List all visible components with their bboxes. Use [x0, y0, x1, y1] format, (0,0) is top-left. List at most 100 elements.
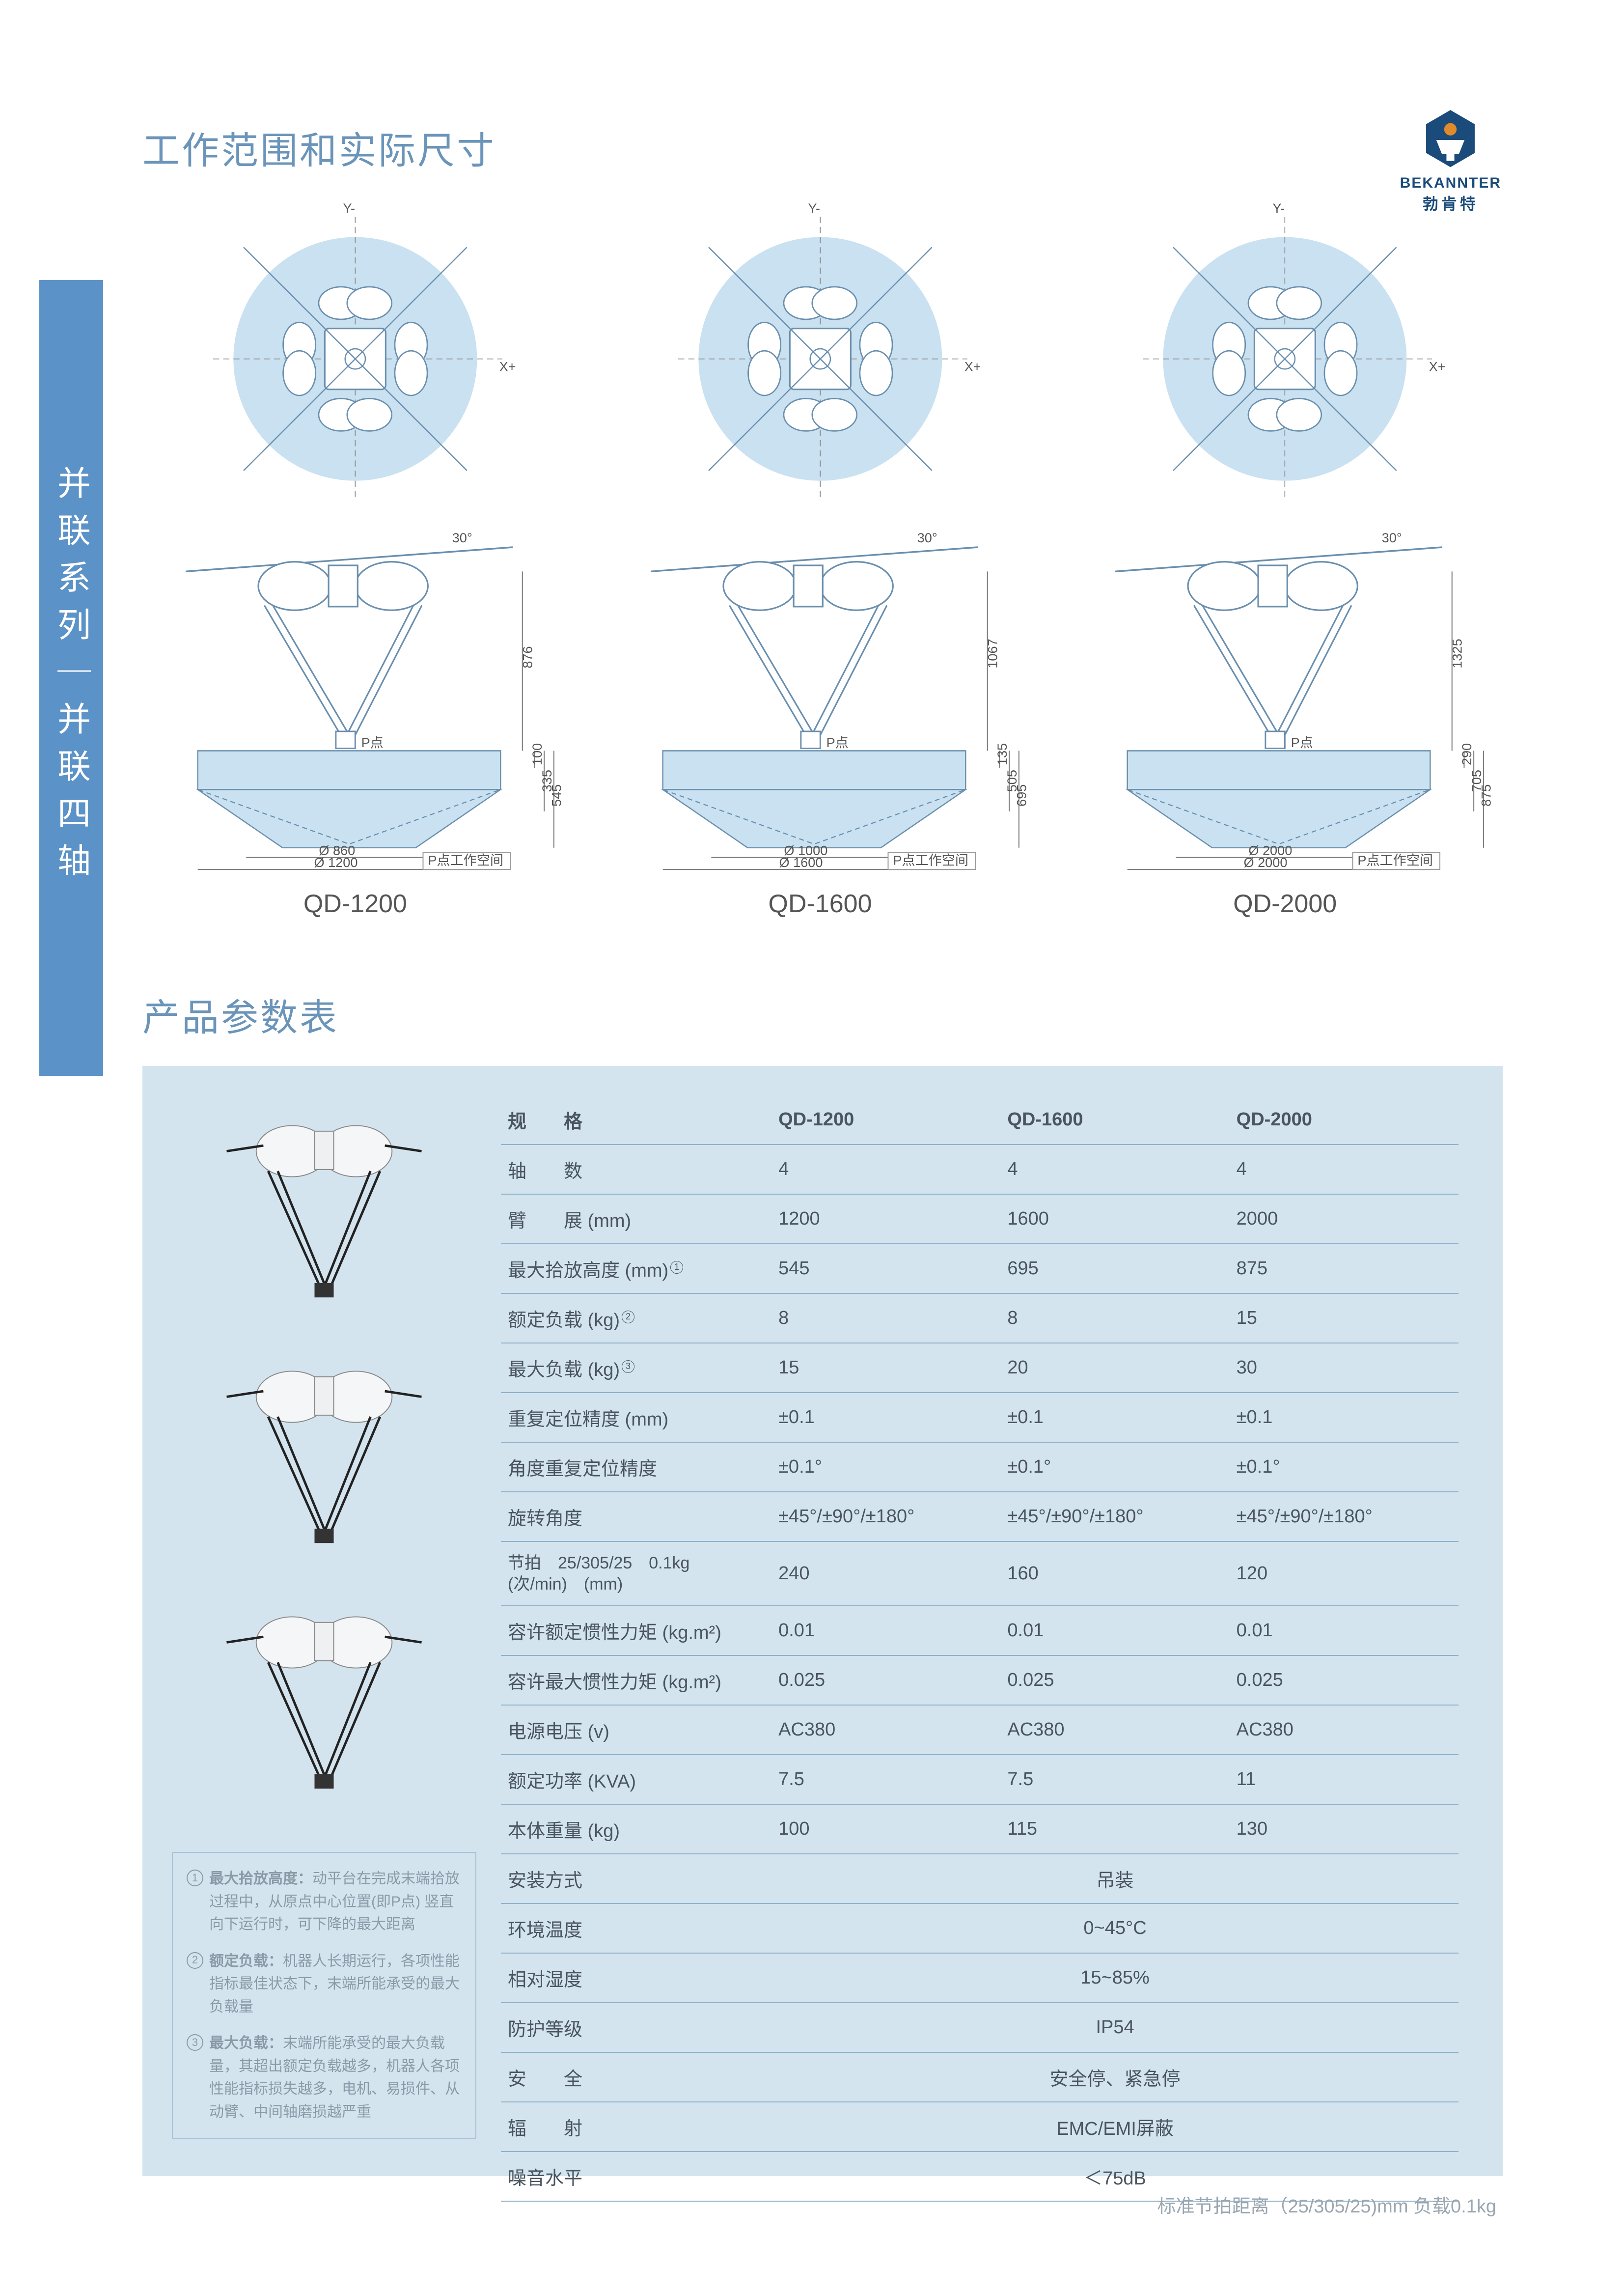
spec-row: 旋转角度±45°/±90°/±180°±45°/±90°/±180°±45°/±…	[501, 1492, 1459, 1541]
spec-row: 角度重复定位精度±0.1°±0.1°±0.1°	[501, 1442, 1459, 1492]
spec-row-value-merged: 0~45°C	[771, 1903, 1459, 1953]
spec-row-value: ±45°/±90°/±180°	[1230, 1492, 1459, 1541]
spec-row-label: 噪音水平	[501, 2152, 771, 2201]
spec-left-column: 1 最大拾放高度：动平台在完成末端拾放过程中，从原点中心位置(即P点) 竖直向下…	[172, 1095, 476, 2156]
spec-row-value: 160	[1000, 1541, 1229, 1606]
spec-row-label: 旋转角度	[501, 1492, 771, 1541]
note-item: 3 最大负载：末端所能承受的最大负载量，其超出额定负载越多，机器人各项性能指标损…	[187, 2032, 462, 2124]
spec-row: 本体重量 (kg)100115130	[501, 1804, 1459, 1854]
spec-row-label: 额定功率 (KVA)	[501, 1755, 771, 1804]
diagram-top-view: X+ Y-	[603, 196, 1038, 501]
spec-row-label: 防护等级	[501, 2003, 771, 2052]
spec-row-value: 4	[1000, 1145, 1229, 1194]
spec-row-label: 额定负载 (kg)2	[501, 1293, 771, 1343]
svg-text:135: 135	[994, 743, 1010, 765]
footnote: 标准节拍距离（25/305/25)mm 负载0.1kg	[1157, 2191, 1496, 2218]
spec-row-value: 15	[1230, 1293, 1459, 1343]
spec-row-label: 角度重复定位精度	[501, 1442, 771, 1492]
note-number: 3	[187, 2034, 203, 2051]
svg-text:P点工作空间: P点工作空间	[893, 852, 968, 867]
spec-row: 臂 展 (mm)120016002000	[501, 1194, 1459, 1244]
spec-row: 辐 射EMC/EMI屏蔽	[501, 2102, 1459, 2152]
spec-table: 规 格QD-1200QD-1600QD-2000 轴 数444臂 展 (mm)1…	[501, 1095, 1459, 2202]
spec-row-value: 8	[1000, 1293, 1229, 1343]
spec-row: 节拍 25/305/25 0.1kg(次/min) (mm)240160120	[501, 1541, 1459, 1606]
spec-header-row: 规 格QD-1200QD-1600QD-2000	[501, 1095, 1459, 1145]
side-category-text: 并联系列｜并联四轴	[47, 466, 96, 890]
svg-text:Y-: Y-	[1273, 201, 1285, 216]
spec-row-value-merged: 15~85%	[771, 1953, 1459, 2003]
spec-row-label: 容许最大惯性力矩 (kg.m²)	[501, 1655, 771, 1705]
spec-row: 防护等级IP54	[501, 2003, 1459, 2052]
spec-row: 最大拾放高度 (mm)1545695875	[501, 1244, 1459, 1293]
spec-row-value: ±0.1	[1000, 1393, 1229, 1442]
robot-thumb-1	[172, 1095, 476, 1326]
spec-row-label: 电源电压 (v)	[501, 1705, 771, 1755]
diagram-column: X+ Y-	[603, 196, 1038, 919]
spec-row: 环境温度0~45°C	[501, 1903, 1459, 1953]
spec-row-value: AC380	[1000, 1705, 1229, 1755]
spec-row-label: 相对湿度	[501, 1953, 771, 2003]
note-number: 1	[187, 1870, 203, 1886]
svg-text:P点: P点	[826, 735, 848, 750]
svg-text:1067: 1067	[985, 639, 1000, 668]
spec-row-value: 1600	[1000, 1194, 1229, 1244]
spec-row-value-merged: 吊装	[771, 1854, 1459, 1903]
spec-row: 最大负载 (kg)3152030	[501, 1343, 1459, 1393]
section-title-dimensions: 工作范围和实际尺寸	[142, 120, 496, 174]
spec-row-label: 最大拾放高度 (mm)1	[501, 1244, 771, 1293]
svg-text:Ø 2000: Ø 2000	[1244, 855, 1288, 870]
note-text: 最大拾放高度：动平台在完成末端拾放过程中，从原点中心位置(即P点) 竖直向下运行…	[209, 1868, 462, 1936]
spec-row-label: 安装方式	[501, 1854, 771, 1903]
diagram-column: X+ Y-	[1067, 196, 1503, 919]
note-text: 最大负载：末端所能承受的最大负载量，其超出额定负载越多，机器人各项性能指标损失越…	[209, 2032, 462, 2124]
spec-row-value: 7.5	[771, 1755, 1000, 1804]
svg-text:Y-: Y-	[808, 201, 820, 216]
spec-row-value: 2000	[1230, 1194, 1459, 1244]
spec-row-value: 115	[1000, 1804, 1229, 1854]
spec-row-label: 本体重量 (kg)	[501, 1804, 771, 1854]
diagram-side-view: 30° P点 876 100 335 545 Ø 860 Ø 1200 P点工作…	[138, 511, 573, 874]
spec-row-label: 节拍 25/305/25 0.1kg(次/min) (mm)	[501, 1541, 771, 1606]
spec-row-label: 轴 数	[501, 1145, 771, 1194]
note-item: 1 最大拾放高度：动平台在完成末端拾放过程中，从原点中心位置(即P点) 竖直向下…	[187, 1868, 462, 1936]
spec-row-value: 11	[1230, 1755, 1459, 1804]
svg-text:1325: 1325	[1450, 639, 1465, 668]
spec-row-value: 0.01	[1000, 1606, 1229, 1655]
spec-row-label: 臂 展 (mm)	[501, 1194, 771, 1244]
spec-row-value: 30	[1230, 1343, 1459, 1393]
spec-row-value: 695	[1000, 1244, 1229, 1293]
svg-text:P点工作空间: P点工作空间	[1358, 852, 1433, 867]
spec-row-value: ±0.1	[771, 1393, 1000, 1442]
logo-icon	[1422, 108, 1479, 172]
spec-row-label: 环境温度	[501, 1903, 771, 1953]
spec-header-label: 规 格	[501, 1095, 771, 1145]
svg-text:P点工作空间: P点工作空间	[428, 852, 503, 867]
logo-text-en: BEKANNTER	[1400, 175, 1501, 192]
spec-table-body: 轴 数444臂 展 (mm)120016002000最大拾放高度 (mm)154…	[501, 1145, 1459, 2201]
spec-row-value: 4	[771, 1145, 1000, 1194]
svg-text:X+: X+	[1429, 359, 1446, 374]
spec-row: 重复定位精度 (mm)±0.1±0.1±0.1	[501, 1393, 1459, 1442]
spec-row-value: ±45°/±90°/±180°	[1000, 1492, 1229, 1541]
spec-row-value: 4	[1230, 1145, 1459, 1194]
spec-row-value: ±0.1	[1230, 1393, 1459, 1442]
spec-row: 安装方式吊装	[501, 1854, 1459, 1903]
note-number: 2	[187, 1952, 203, 1969]
spec-row-value: 20	[1000, 1343, 1229, 1393]
spec-row-value: 875	[1230, 1244, 1459, 1293]
spec-row-value-merged: 安全停、紧急停	[771, 2052, 1459, 2102]
svg-text:X+: X+	[964, 359, 981, 374]
svg-text:875: 875	[1479, 784, 1494, 807]
spec-row-value: 15	[771, 1343, 1000, 1393]
spec-row-value: 130	[1230, 1804, 1459, 1854]
svg-text:545: 545	[549, 784, 564, 807]
spec-row-value: AC380	[1230, 1705, 1459, 1755]
spec-row: 容许最大惯性力矩 (kg.m²)0.0250.0250.025	[501, 1655, 1459, 1705]
svg-text:30°: 30°	[1382, 530, 1402, 545]
spec-row-label: 重复定位精度 (mm)	[501, 1393, 771, 1442]
note-item: 2 额定负载：机器人长期运行，各项性能指标最佳状态下，末端所能承受的最大负载量	[187, 1950, 462, 2019]
section-title-spec: 产品参数表	[142, 987, 339, 1041]
notes-box: 1 最大拾放高度：动平台在完成末端拾放过程中，从原点中心位置(即P点) 竖直向下…	[172, 1852, 476, 2139]
diagram-model-label: QD-2000	[1233, 889, 1337, 919]
